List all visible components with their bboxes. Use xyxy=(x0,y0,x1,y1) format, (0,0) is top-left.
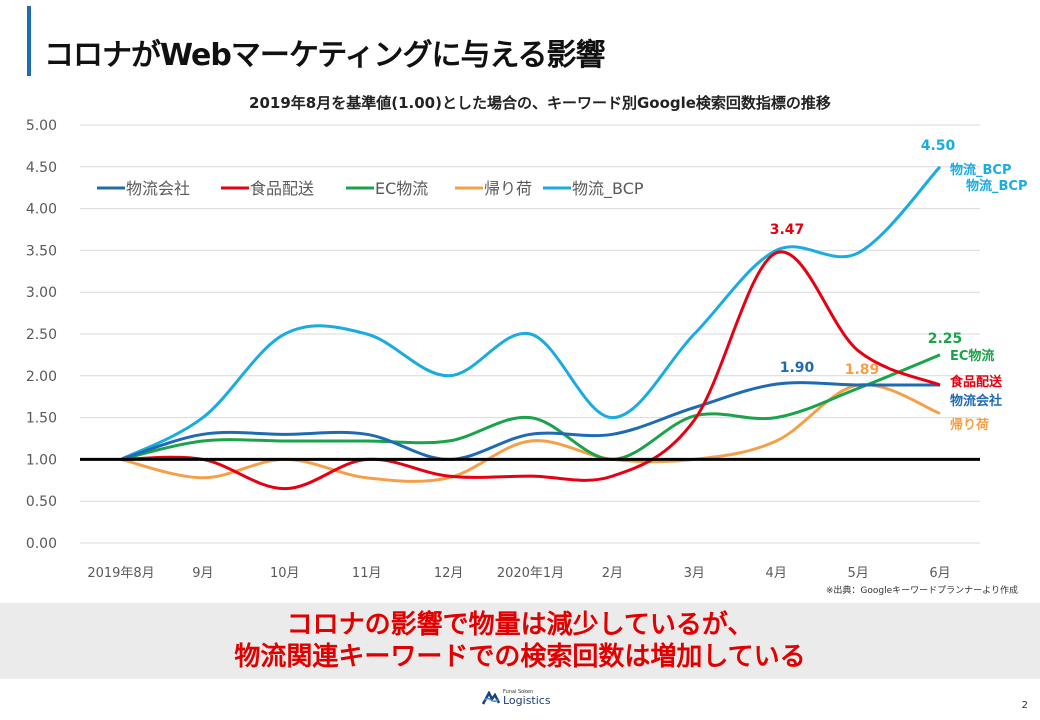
y-tick-label: 1.00 xyxy=(26,452,57,468)
line-chart: 0.00 0.50 1.00 1.50 2.00 2.50 3.00 3.50 4.00 4.50… xyxy=(26,118,1028,581)
y-tick-label: 3.50 xyxy=(26,243,57,259)
wave-logo-icon xyxy=(482,691,500,705)
x-tick-label: 11月 xyxy=(352,566,382,581)
y-tick-label: 0.50 xyxy=(26,494,57,510)
x-tick-label: 6月 xyxy=(929,566,950,581)
series-end-label: 物流会社 xyxy=(950,393,1002,409)
series-end-label: EC物流 xyxy=(950,348,994,364)
x-tick-label: 2020年1月 xyxy=(497,566,564,581)
legend-label: EC物流 xyxy=(375,179,428,198)
series-line-食品配送 xyxy=(120,250,941,491)
data-label: 1.90 xyxy=(780,360,815,376)
y-tick-label: 0.00 xyxy=(26,536,57,552)
legend-label: 食品配送 xyxy=(250,179,314,198)
x-tick-label: 2月 xyxy=(602,566,623,581)
x-tick-label: 2019年8月 xyxy=(87,566,154,581)
series-line-帰り荷 xyxy=(120,383,941,483)
y-tick-label: 4.00 xyxy=(26,202,57,218)
company-logo: Funai Soken Logistics xyxy=(482,690,551,706)
chart-title: 2019年8月を基準値(1.00)とした場合の、キーワード別Google検索回数… xyxy=(249,94,831,112)
conclusion-banner: コロナの影響で物量は減少しているが、 物流関連キーワードでの検索回数は増加してい… xyxy=(0,603,1040,679)
y-tick-label: 2.00 xyxy=(26,369,57,385)
series-line-物流会社 xyxy=(120,381,941,461)
logo-big-text: Logistics xyxy=(503,694,551,707)
data-label: 2.25 xyxy=(928,331,963,347)
logo-small-text: Funai Soken xyxy=(503,689,534,695)
series-line-EC物流 xyxy=(120,353,941,461)
data-label: 1.89 xyxy=(845,362,880,378)
series-end-label: 食品配送 xyxy=(950,374,1003,390)
series-end-label-duplicate: 物流_BCP xyxy=(950,162,1011,178)
series-end-label: 物流_BCP xyxy=(966,178,1027,194)
banner-line-1: コロナの影響で物量は減少しているが、 xyxy=(286,610,754,640)
data-label: 3.47 xyxy=(770,222,805,238)
x-tick-label: 5月 xyxy=(847,566,868,581)
y-tick-label: 2.50 xyxy=(26,327,57,343)
y-tick-label: 1.50 xyxy=(26,411,57,427)
title-accent-bar xyxy=(27,6,31,76)
legend-label: 帰り荷 xyxy=(484,179,532,198)
x-tick-label: 3月 xyxy=(684,566,705,581)
x-tick-label: 12月 xyxy=(434,566,464,581)
data-label: 4.50 xyxy=(921,138,956,154)
page-title: コロナがWebマーケティングに与える影響 xyxy=(44,38,606,73)
y-tick-label: 3.00 xyxy=(26,285,57,301)
series-line-物流_BCP xyxy=(120,165,942,461)
page-number: 2 xyxy=(1021,700,1028,711)
legend-label: 物流_BCP xyxy=(572,179,644,199)
banner-line-2: 物流関連キーワードでの検索回数は増加している xyxy=(234,642,806,672)
legend-label: 物流会社 xyxy=(126,179,190,198)
y-tick-label: 4.50 xyxy=(26,160,57,176)
x-tick-label: 10月 xyxy=(270,566,300,581)
y-tick-label: 5.00 xyxy=(26,118,57,134)
x-tick-label: 9月 xyxy=(192,566,213,581)
series-end-label: 帰り荷 xyxy=(950,417,989,433)
x-tick-label: 4月 xyxy=(766,566,787,581)
source-note: ※出典：Googleキーワードプランナーより作成 xyxy=(825,586,1018,596)
